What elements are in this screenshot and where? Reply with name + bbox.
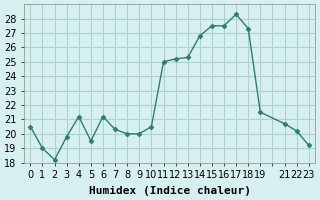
X-axis label: Humidex (Indice chaleur): Humidex (Indice chaleur) (89, 186, 251, 196)
